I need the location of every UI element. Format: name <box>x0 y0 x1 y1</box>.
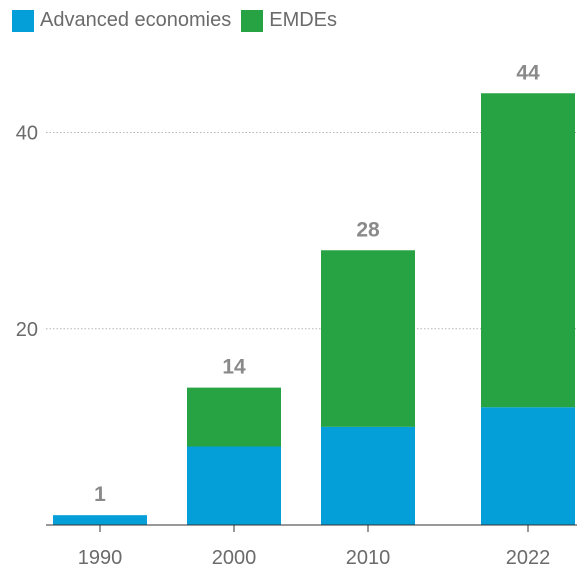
label-layer: 1 1990 14 2000 28 2010 44 2022 <box>78 61 551 569</box>
bar-layer <box>53 93 575 525</box>
y-tick-label-40: 40 <box>16 123 38 145</box>
legend-label-emdes: EMDEs <box>269 9 338 31</box>
bar-advanced-2010 <box>321 426 415 525</box>
x-tick-label-1990: 1990 <box>78 547 123 569</box>
legend-item-emdes: EMDEs <box>241 9 337 32</box>
x-tick-label-2010: 2010 <box>346 547 391 569</box>
bar-advanced-2000 <box>187 446 281 525</box>
total-label-2022: 44 <box>516 61 540 84</box>
legend-item-advanced-economies: Advanced economies <box>12 9 231 32</box>
x-tick-label-2022: 2022 <box>506 547 551 569</box>
bar-advanced-1990 <box>53 515 147 525</box>
legend-swatch-advanced-economies <box>12 9 34 32</box>
legend-label-advanced-economies: Advanced economies <box>40 9 232 31</box>
total-label-1990: 1 <box>94 483 106 506</box>
bar-emdes-2010 <box>321 250 415 427</box>
chart-legend: Advanced economies EMDEs <box>12 9 337 32</box>
y-tick-label-20: 20 <box>16 319 38 341</box>
x-tick-label-2000: 2000 <box>212 547 257 569</box>
total-label-2010: 28 <box>356 218 380 241</box>
legend-swatch-emdes <box>241 9 264 32</box>
bar-emdes-2022 <box>481 93 575 408</box>
total-label-2000: 14 <box>222 356 246 379</box>
bar-emdes-2000 <box>187 387 281 447</box>
bar-advanced-2022 <box>481 407 575 525</box>
